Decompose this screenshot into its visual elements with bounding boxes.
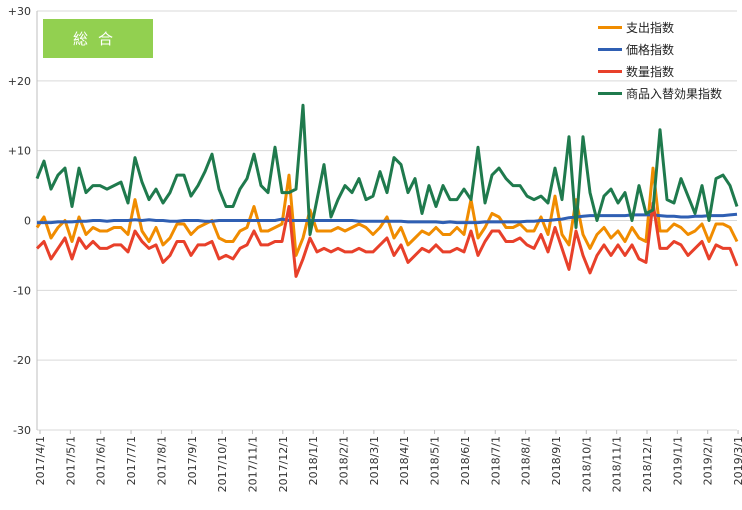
legend: 支出指数 価格指数 数量指数 商品入替効果指数 xyxy=(598,16,722,104)
x-tick-label: 2017/10/1 xyxy=(216,436,229,492)
legend-label-product-replacement: 商品入替効果指数 xyxy=(626,86,723,101)
x-tick-label: 2018/6/1 xyxy=(459,436,472,485)
x-tick-label: 2019/3/1 xyxy=(732,436,742,485)
x-tick-label: 2017/7/1 xyxy=(125,436,138,485)
legend-item-product-replacement: 商品入替効果指数 xyxy=(598,82,722,104)
y-axis-ticks: +30 +20 +10 0 -10 -20 -30 xyxy=(8,5,31,437)
legend-label-spending: 支出指数 xyxy=(626,20,675,35)
legend-swatch-product-replacement xyxy=(598,91,622,95)
series-line-2 xyxy=(35,201,739,278)
x-tick-label: 2018/8/1 xyxy=(520,436,533,485)
y-tick-label: -30 xyxy=(13,424,31,437)
legend-label-price: 価格指数 xyxy=(626,42,675,57)
legend-item-quantity: 数量指数 xyxy=(598,60,722,82)
y-tick-label: -10 xyxy=(13,284,31,297)
legend-swatch-quantity xyxy=(598,69,622,73)
series-line-3 xyxy=(35,103,739,236)
x-tick-label: 2017/9/1 xyxy=(186,436,199,485)
x-axis-ticks: 2017/4/1 2017/5/1 2017/6/1 2017/7/1 2017/8/1… xyxy=(34,430,742,492)
x-tick-label: 2017/5/1 xyxy=(64,436,77,485)
x-tick-label: 2018/3/1 xyxy=(368,436,381,485)
x-tick-label: 2018/10/1 xyxy=(580,436,593,492)
legend-item-spending: 支出指数 xyxy=(598,16,722,38)
series-lines xyxy=(35,103,739,278)
y-tick-label: +10 xyxy=(8,145,31,158)
y-tick-label: -20 xyxy=(13,354,31,367)
legend-swatch-price xyxy=(598,47,622,51)
x-tick-label: 2018/5/1 xyxy=(429,436,442,485)
x-tick-label: 2019/2/1 xyxy=(702,436,715,485)
series-line-0 xyxy=(35,166,739,257)
y-tick-label: 0 xyxy=(24,215,31,228)
x-tick-label: 2017/11/1 xyxy=(246,436,259,492)
legend-label-quantity: 数量指数 xyxy=(626,64,675,79)
legend-swatch-spending xyxy=(598,25,622,29)
x-tick-label: 2017/12/1 xyxy=(277,436,290,492)
series-line-1 xyxy=(37,212,738,225)
x-tick-label: 2018/2/1 xyxy=(338,436,351,485)
x-tick-label: 2018/1/1 xyxy=(307,436,320,485)
x-tick-label: 2017/4/1 xyxy=(34,436,47,485)
x-tick-label: 2018/11/1 xyxy=(611,436,624,492)
legend-item-price: 価格指数 xyxy=(598,38,722,60)
x-tick-label: 2019/1/1 xyxy=(671,436,684,485)
y-tick-label: +30 xyxy=(8,5,31,18)
x-tick-label: 2018/4/1 xyxy=(398,436,411,485)
y-tick-label: +20 xyxy=(8,75,31,88)
x-tick-label: 2018/9/1 xyxy=(550,436,563,485)
x-tick-label: 2017/8/1 xyxy=(155,436,168,485)
x-tick-label: 2018/7/1 xyxy=(489,436,502,485)
category-badge: 総合 xyxy=(43,19,153,58)
x-tick-label: 2018/12/1 xyxy=(641,436,654,492)
x-tick-label: 2017/6/1 xyxy=(95,436,108,485)
